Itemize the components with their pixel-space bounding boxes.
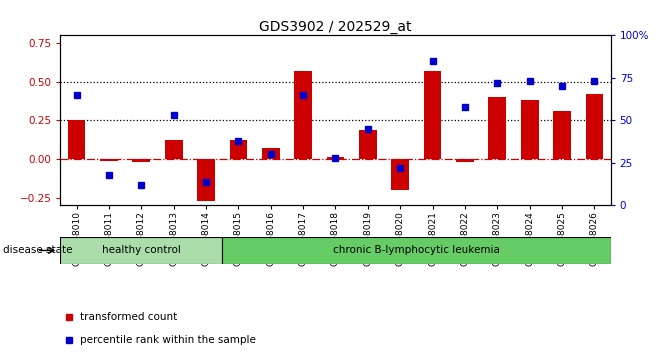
Bar bbox=[423, 71, 442, 159]
Bar bbox=[488, 97, 506, 159]
Bar bbox=[521, 100, 539, 159]
Title: GDS3902 / 202529_at: GDS3902 / 202529_at bbox=[259, 21, 412, 34]
Bar bbox=[391, 159, 409, 190]
Bar bbox=[165, 141, 183, 159]
Bar bbox=[60, 237, 222, 264]
Bar bbox=[100, 159, 118, 160]
Bar bbox=[553, 111, 571, 159]
Text: transformed count: transformed count bbox=[80, 312, 177, 322]
Bar bbox=[327, 158, 344, 159]
Text: percentile rank within the sample: percentile rank within the sample bbox=[80, 335, 256, 346]
Bar bbox=[229, 141, 248, 159]
Bar bbox=[359, 130, 376, 159]
Bar bbox=[197, 159, 215, 201]
Bar bbox=[294, 71, 312, 159]
Bar bbox=[222, 237, 611, 264]
Text: chronic B-lymphocytic leukemia: chronic B-lymphocytic leukemia bbox=[333, 245, 500, 256]
Bar bbox=[262, 148, 280, 159]
Bar bbox=[456, 159, 474, 162]
Bar bbox=[586, 94, 603, 159]
Bar bbox=[132, 159, 150, 162]
Bar bbox=[68, 120, 85, 159]
Text: disease state: disease state bbox=[3, 245, 73, 256]
Text: healthy control: healthy control bbox=[102, 245, 180, 256]
